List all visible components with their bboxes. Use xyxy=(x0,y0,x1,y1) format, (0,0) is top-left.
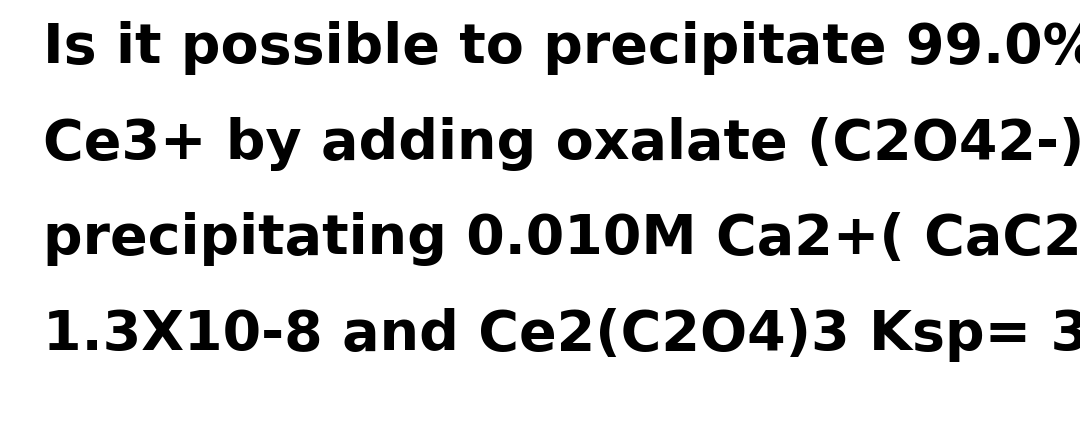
Text: Ce3+ by adding oxalate (C2O42-) without: Ce3+ by adding oxalate (C2O42-) without xyxy=(43,117,1080,171)
Text: Is it possible to precipitate 99.0% of 0.010M: Is it possible to precipitate 99.0% of 0… xyxy=(43,21,1080,75)
Text: precipitating 0.010M Ca2+( CaC2O4 Ksp=: precipitating 0.010M Ca2+( CaC2O4 Ksp= xyxy=(43,212,1080,266)
Text: 1.3X10-8 and Ce2(C2O4)3 Ksp= 3.0X10-29) ?: 1.3X10-8 and Ce2(C2O4)3 Ksp= 3.0X10-29) … xyxy=(43,308,1080,362)
